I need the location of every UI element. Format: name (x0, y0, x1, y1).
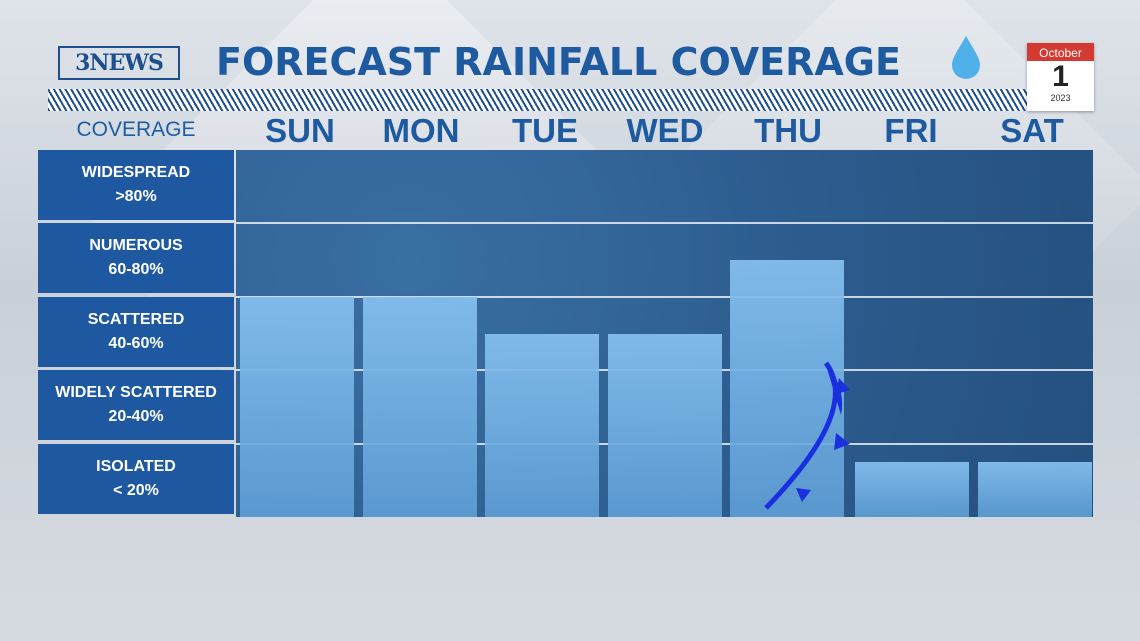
band-range: 60-80% (108, 261, 164, 279)
band-name: SCATTERED (87, 310, 185, 328)
x-tick-label: MON (382, 112, 460, 149)
raindrop-icon (952, 36, 980, 79)
bar-sat (977, 461, 1092, 517)
band-name: WIDELY SCATTERED (55, 384, 217, 402)
chart-plot-area (236, 150, 1093, 517)
x-tick-label: FRI (884, 112, 938, 149)
coverage-band-label: NUMEROUS 60-80% (38, 223, 234, 294)
x-tick-label: WED (626, 112, 704, 149)
calendar-month: October (1027, 43, 1094, 61)
x-tick-label: SUN (265, 112, 335, 149)
bar-wed (607, 333, 722, 517)
title-underline (48, 89, 1033, 111)
bar-sun (240, 296, 355, 517)
cold-front-symbol (764, 361, 850, 510)
coverage-band-label: ISOLATED < 20% (38, 443, 234, 514)
page-title: FORECAST RAINFALL COVERAGE (216, 40, 901, 84)
x-tick-label: SAT (1000, 112, 1064, 149)
calendar-day: 1 (1052, 60, 1069, 93)
x-tick-label: THU (754, 112, 822, 149)
station-logo: 3NEWS (58, 46, 180, 80)
gridline (236, 222, 1093, 225)
bar-fri (855, 461, 970, 517)
band-range: < 20% (113, 481, 159, 499)
band-range: >80% (115, 188, 157, 205)
gridline (236, 295, 1093, 298)
bar-thu (729, 260, 844, 517)
y-axis-title: COVERAGE (76, 118, 196, 141)
coverage-band-label: SCATTERED 40-60% (38, 296, 234, 367)
bar-tue (485, 333, 600, 517)
calendar-year: 2023 (1050, 93, 1071, 103)
band-range: 40-60% (108, 334, 164, 352)
band-name: WIDESPREAD (81, 164, 191, 181)
coverage-band-label: WIDELY SCATTERED 20-40% (38, 370, 234, 441)
x-tick-label: TUE (512, 112, 578, 149)
calendar-icon: October 1 2023 (1027, 43, 1094, 111)
coverage-band-label: WIDESPREAD >80% (38, 150, 234, 220)
band-name: ISOLATED (96, 457, 176, 475)
band-name: NUMEROUS (89, 237, 183, 255)
bar-mon (362, 296, 477, 517)
band-range: 20-40% (108, 408, 164, 426)
